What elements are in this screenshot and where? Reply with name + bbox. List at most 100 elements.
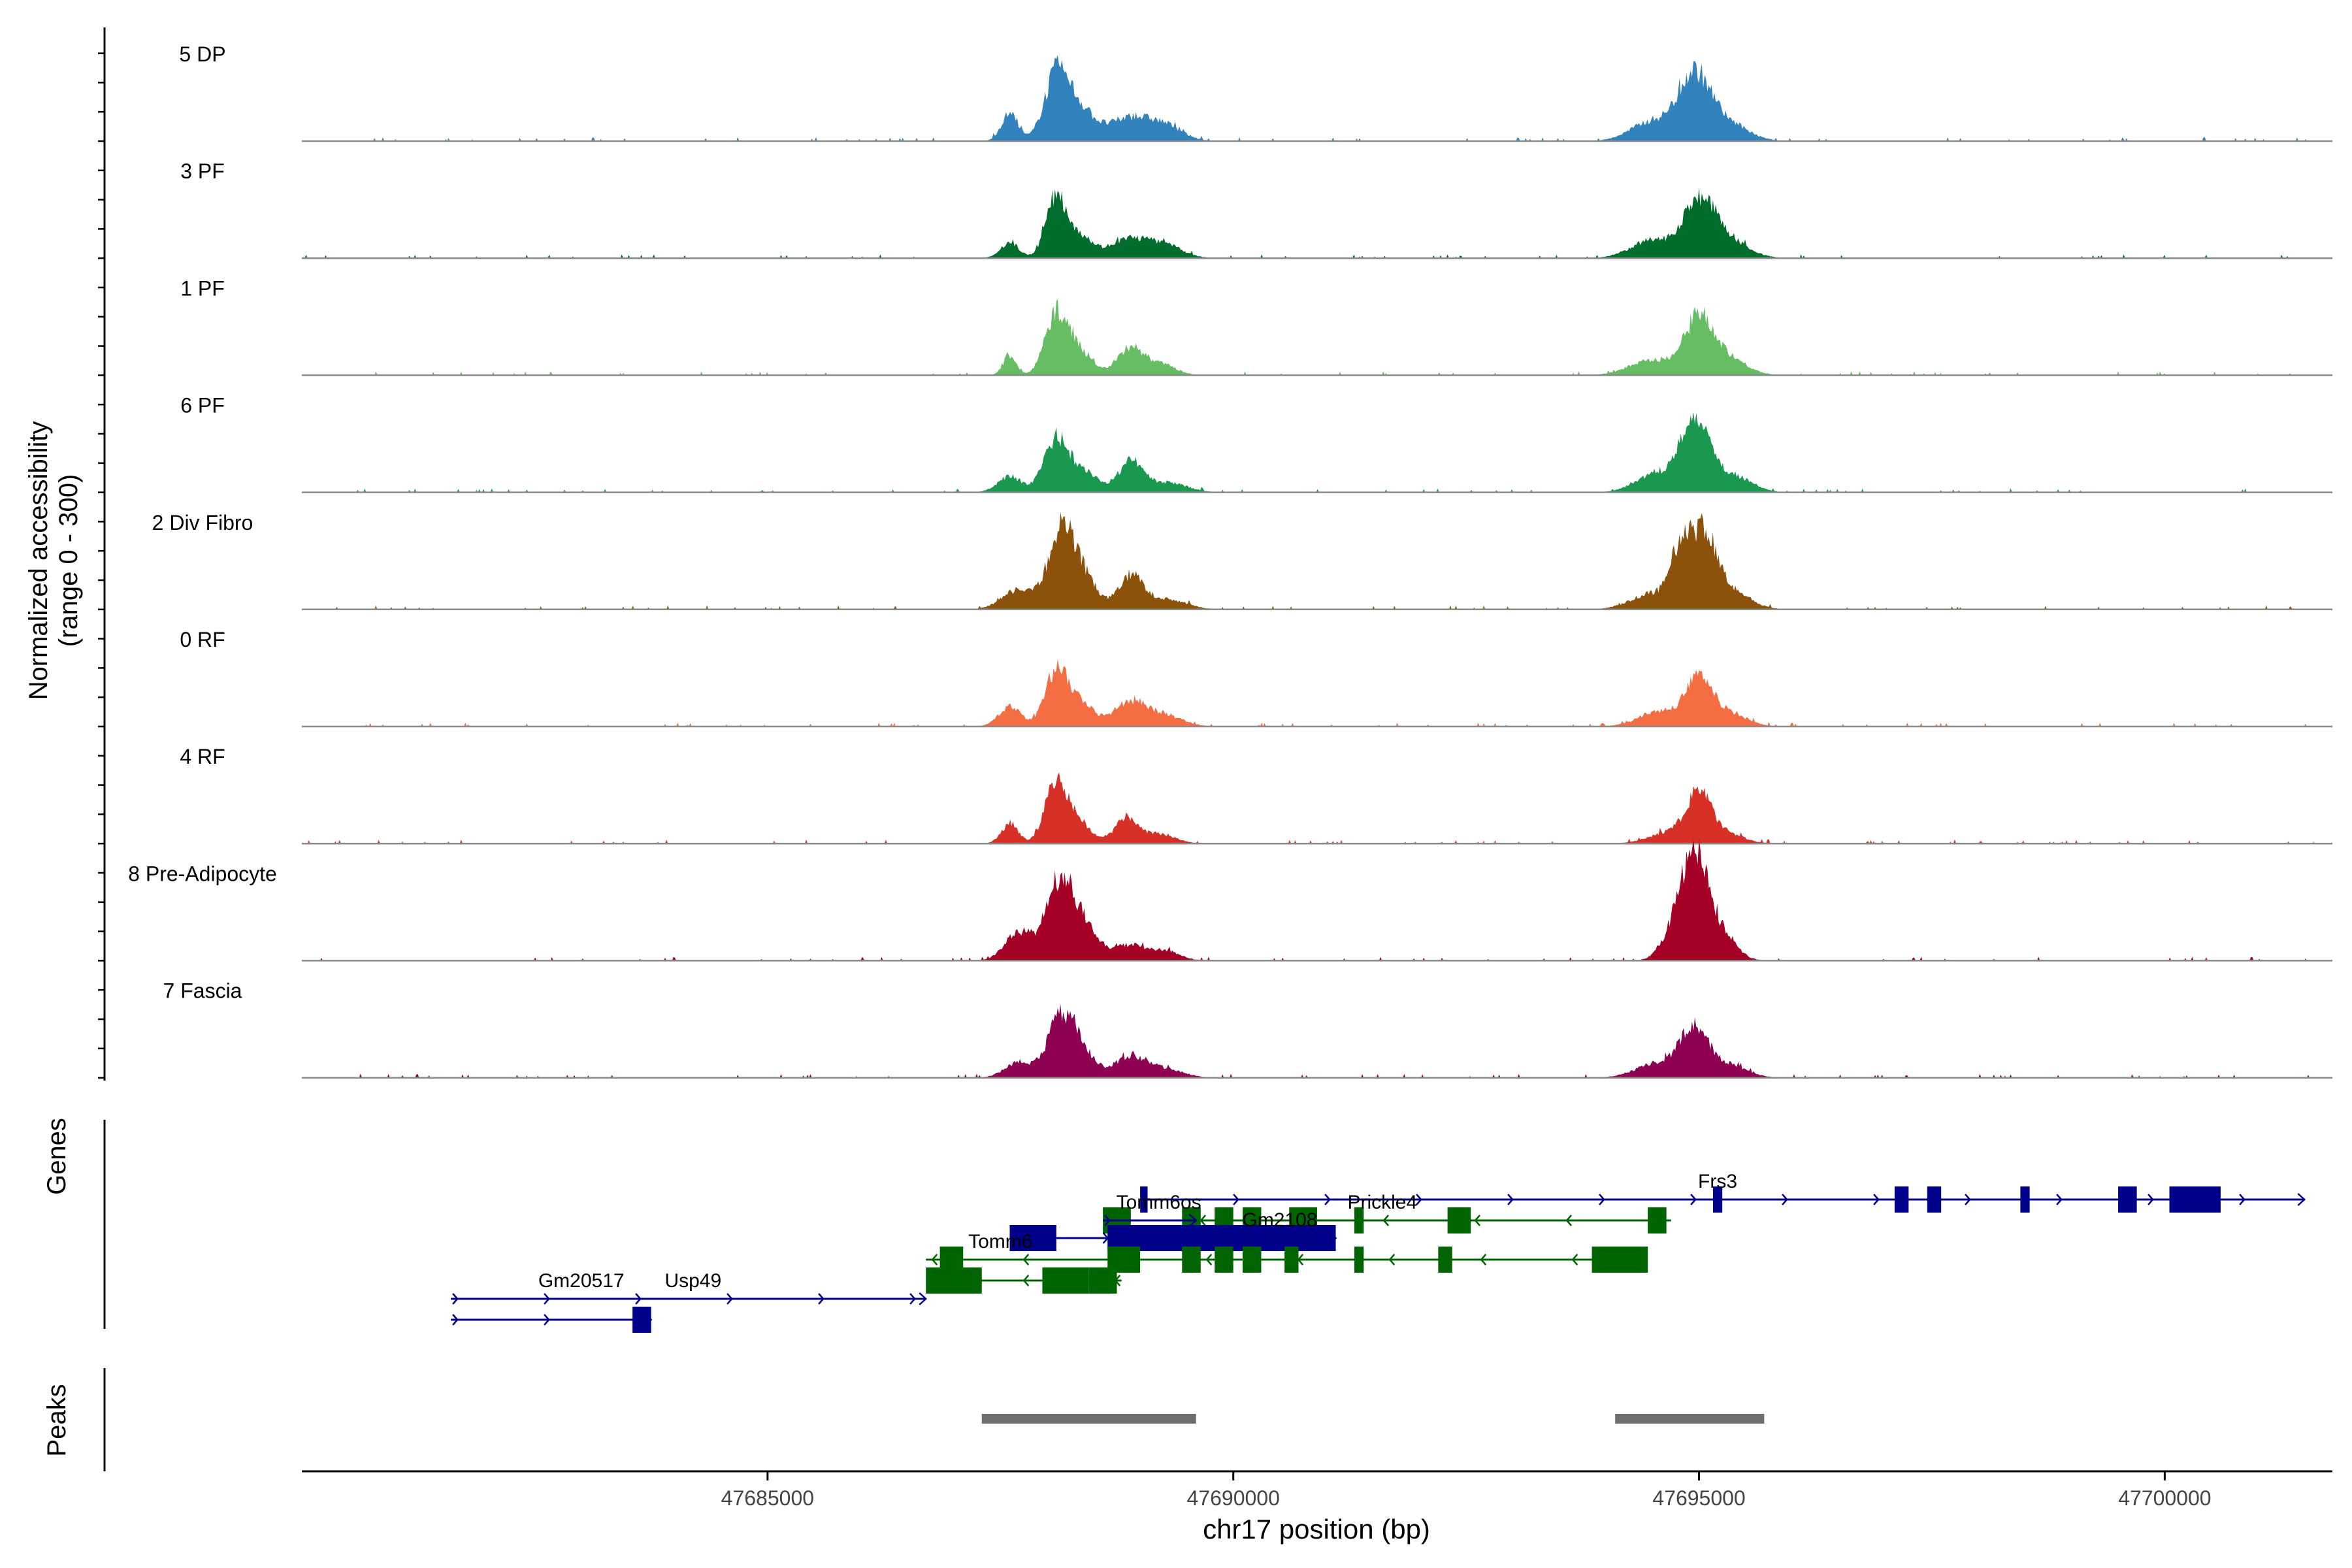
track-label: 5 DP: [179, 42, 225, 66]
strand-chevron: [1873, 1194, 1880, 1205]
strand-chevron: [544, 1293, 550, 1305]
strand-chevron: [1565, 1215, 1573, 1226]
exon-block: [1592, 1247, 1648, 1273]
exon-block: [1648, 1207, 1667, 1233]
coverage-area: [302, 1004, 2314, 1078]
track-label: 2 Div Fibro: [152, 511, 253, 534]
coverage-area: [302, 659, 2314, 727]
strand-chevron: [1965, 1194, 1971, 1205]
strand-chevron: [1507, 1194, 1514, 1205]
gene-gm20517: Gm20517: [451, 1270, 653, 1333]
strand-chevron: [931, 1254, 938, 1266]
coverage-y-axis-ticks: [98, 52, 105, 1079]
strand-chevron: [1324, 1194, 1331, 1205]
strand-chevron: [818, 1293, 825, 1305]
track-label: 3 PF: [180, 159, 225, 183]
gene-frs3: Frs3: [1140, 1171, 2306, 1213]
x-tick-label: 47695000: [1652, 1486, 1745, 1510]
track-label: 6 PF: [180, 394, 225, 417]
x-tick-label: 47690000: [1187, 1486, 1280, 1510]
strand-chevron: [2056, 1194, 2063, 1205]
strand-chevron: [1022, 1275, 1030, 1286]
strand-chevron: [1480, 1254, 1487, 1266]
gene-label: Prickle4: [1347, 1192, 1417, 1213]
exon-block: [2169, 1186, 2221, 1213]
coverage-tracks: 5 DP 3 PF 1 PF 6 PF 2 Div Fibro 0 RF 4 RF 8 Pre…: [128, 42, 2332, 1079]
exon-block: [1242, 1247, 1262, 1273]
peak-region: [981, 1414, 1196, 1424]
strand-chevron: [1200, 1215, 1207, 1226]
peaks-panel-label: Peaks: [42, 1384, 71, 1456]
gene-gm2108: Gm2108: [1009, 1209, 1337, 1251]
strand-chevron: [1416, 1194, 1422, 1205]
x-tick-label: 47685000: [721, 1486, 814, 1510]
strand-chevron: [1571, 1254, 1578, 1266]
exon-block: [1447, 1207, 1471, 1233]
strand-chevron: [2239, 1194, 2246, 1205]
coverage-area: [302, 299, 2314, 376]
strand-chevron: [1382, 1215, 1390, 1226]
track-3-pf: 3 PF: [180, 159, 2332, 259]
track-label: 4 RF: [180, 745, 225, 768]
track-label: 8 Pre-Adipocyte: [128, 862, 277, 885]
exon-block: [2020, 1186, 2030, 1213]
track-0-rf: 0 RF: [180, 628, 2332, 728]
exon-block: [1182, 1247, 1201, 1273]
coverage-area: [302, 512, 2314, 610]
exon-block: [1009, 1225, 1056, 1251]
track-1-pf: 1 PF: [180, 276, 2332, 376]
strand-chevron: [919, 1292, 928, 1305]
strand-chevron: [1233, 1194, 1239, 1205]
track-7-fascia: 7 Fascia: [163, 979, 2332, 1079]
x-axis-title: chr17 position (bp): [1203, 1514, 1430, 1544]
gene-label: Usp49: [664, 1270, 721, 1292]
y-axis-title-line2: (range 0 - 300): [54, 474, 83, 647]
exon-block: [1894, 1186, 1909, 1213]
exon-block: [1354, 1207, 1364, 1233]
track-label: 1 PF: [180, 276, 225, 300]
strand-chevron: [1474, 1215, 1481, 1226]
x-tick-label: 47700000: [2118, 1486, 2211, 1510]
strand-chevron: [1690, 1194, 1697, 1205]
strand-chevron: [452, 1293, 459, 1305]
gene-annotation-track: Frs3 Prickle4 Tomm6os Gm2108 Tomm6 Usp49 Gm205…: [451, 1171, 2306, 1333]
strand-chevron: [2297, 1193, 2306, 1206]
exon-block: [1215, 1247, 1233, 1273]
exon-block: [1042, 1267, 1089, 1294]
track-2-div-fibro: 2 Div Fibro: [152, 511, 2332, 611]
genes-panel-label: Genes: [42, 1118, 71, 1195]
gene-label: Gm20517: [538, 1270, 625, 1292]
exon-block: [1927, 1186, 1942, 1213]
gene-label: Tomm6: [968, 1231, 1032, 1252]
x-axis-ticks: 47685000 47690000 47695000 47700000: [721, 1471, 2212, 1510]
exon-block: [926, 1267, 982, 1294]
exon-block: [1284, 1247, 1299, 1273]
gene-label: Tomm6os: [1117, 1192, 1201, 1213]
track-label: 0 RF: [180, 628, 225, 651]
track-4-rf: 4 RF: [180, 745, 2332, 845]
gene-tomm6os: Tomm6os: [1103, 1192, 1201, 1227]
track-8-pre-adipocyte: 8 Pre-Adipocyte: [128, 839, 2332, 962]
peak-region: [1615, 1414, 1765, 1424]
strand-chevron: [635, 1293, 642, 1305]
exon-block: [1140, 1186, 1148, 1213]
strand-chevron: [2148, 1194, 2154, 1205]
strand-chevron: [1388, 1254, 1396, 1266]
exon-block: [632, 1307, 651, 1333]
track-5-dp: 5 DP: [179, 42, 2332, 142]
strand-chevron: [1599, 1194, 1605, 1205]
exon-block: [1088, 1267, 1117, 1294]
strand-chevron: [1188, 1214, 1198, 1227]
strand-chevron: [452, 1314, 459, 1326]
strand-chevron: [727, 1293, 733, 1305]
coverage-area: [302, 839, 2314, 961]
strand-chevron: [1205, 1254, 1213, 1266]
coverage-area: [302, 188, 2314, 259]
track-label: 7 Fascia: [163, 979, 242, 1003]
exon-block: [1438, 1247, 1452, 1273]
gene-tomm6_b: [926, 1267, 1122, 1294]
strand-chevron: [1104, 1215, 1111, 1226]
coverage-area: [302, 772, 2314, 844]
gene-label: Frs3: [1698, 1171, 1737, 1192]
